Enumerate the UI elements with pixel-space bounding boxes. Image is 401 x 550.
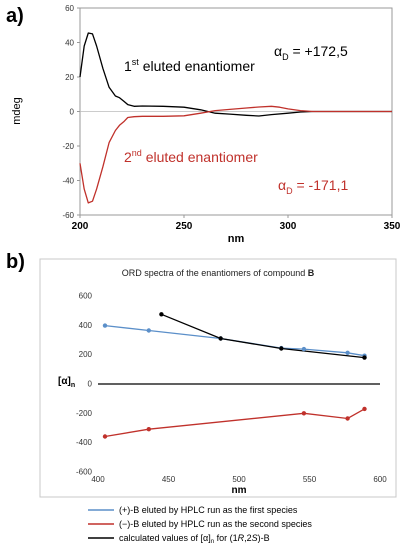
x-tick-label: 500 xyxy=(232,475,246,484)
x-tick-label: 300 xyxy=(280,221,297,232)
chart-b-x-ticks: 400 450 500 550 600 xyxy=(91,475,387,484)
series-calculated xyxy=(161,313,365,359)
annotation-first-sup: st xyxy=(132,57,140,67)
y-tick-label: 600 xyxy=(79,292,93,301)
x-tick-label: 200 xyxy=(72,221,89,232)
chart-a-y-ticks: 60 40 20 0 -20 -40 -60 xyxy=(62,4,80,220)
y-tick-label: -400 xyxy=(76,438,93,447)
legend-calculated-values: calculated values of [α]n for (1R,2S)-B xyxy=(119,533,270,545)
chart-b-y-ticks: 600 400 200 0 -200 -400 -600 xyxy=(76,292,93,477)
series-second-eluted xyxy=(79,105,392,204)
series-first-species-point xyxy=(146,328,151,333)
y-tick-label: -200 xyxy=(76,409,93,418)
series-calculated-point xyxy=(218,336,223,341)
legend-calc-suffix: )-B xyxy=(258,533,270,543)
alpha-first-value: = +172,5 xyxy=(289,43,348,59)
series-first-species-point xyxy=(345,350,350,355)
legend-calc-r: R xyxy=(238,533,245,543)
y-tick-label: -20 xyxy=(62,142,74,151)
chart-b-title-text: ORD spectra of the enantiomers of compou… xyxy=(122,268,308,278)
chart-b-title: ORD spectra of the enantiomers of compou… xyxy=(122,268,315,278)
y-tick-label: 20 xyxy=(65,73,74,82)
legend-calc-s: S xyxy=(252,533,258,543)
y-tick-label: -60 xyxy=(62,211,74,220)
legend-calc-prefix: calculated values of [α] xyxy=(119,533,211,543)
y-tick-label: 200 xyxy=(79,350,93,359)
annotation-alpha-second: αD = -171,1 xyxy=(278,177,348,196)
annotation-first-enantiomer: 1st eluted enantiomer xyxy=(124,57,255,74)
x-tick-label: 600 xyxy=(373,475,387,484)
series-first-species-point xyxy=(102,323,108,328)
annotation-second-num: 2 xyxy=(124,149,132,165)
panel-a-label: a) xyxy=(6,5,24,27)
chart-b-y-axis-sub: n xyxy=(71,382,75,389)
panel-b-label: b) xyxy=(6,251,25,273)
annotation-alpha-first: αD = +172,5 xyxy=(274,43,348,62)
legend-first-species: (+)-B eluted by HPLC run as the first sp… xyxy=(119,505,298,515)
x-tick-label: 400 xyxy=(91,475,105,484)
legend-calc-sub: n xyxy=(211,539,214,545)
y-tick-label: 60 xyxy=(65,4,74,13)
series-calculated-point xyxy=(279,346,284,351)
chart-b-x-axis-title: nm xyxy=(232,485,247,496)
alpha-second-symbol: α xyxy=(278,177,286,193)
x-tick-label: 550 xyxy=(303,475,317,484)
annotation-second-text: eluted enantiomer xyxy=(142,149,258,165)
chart-b-y-axis-symbol: [α] xyxy=(58,376,71,387)
series-calculated-point xyxy=(159,312,164,317)
x-tick-label: 350 xyxy=(384,221,401,232)
chart-b-y-axis-title: [α]n xyxy=(58,376,75,389)
alpha-first-sub: D xyxy=(282,52,289,62)
alpha-second-sub: D xyxy=(286,186,293,196)
chart-a-series xyxy=(79,32,392,204)
y-tick-label: -600 xyxy=(76,468,93,477)
chart-b-series xyxy=(102,312,367,439)
y-tick-label: -40 xyxy=(62,177,74,186)
series-second-species-point xyxy=(301,411,307,416)
chart-a-y-axis-title: mdeg xyxy=(11,97,23,125)
legend-second-species: (−)-B eluted by HPLC run as the second s… xyxy=(119,519,312,529)
series-calculated-point xyxy=(362,355,367,360)
alpha-second-value: = -171,1 xyxy=(293,177,349,193)
annotation-second-enantiomer: 2nd eluted enantiomer xyxy=(124,148,258,165)
chart-b-title-compound: B xyxy=(308,268,315,278)
annotation-second-sup: nd xyxy=(132,148,142,158)
annotation-first-num: 1 xyxy=(124,58,132,74)
chart-a-x-ticks: 200 250 300 350 xyxy=(72,215,401,232)
alpha-first-symbol: α xyxy=(274,43,282,59)
chart-a-x-axis-title: nm xyxy=(228,233,245,245)
y-tick-label: 0 xyxy=(70,108,75,117)
legend-calc-mid: for (1 xyxy=(214,533,238,543)
series-second-species-point xyxy=(102,434,108,439)
series-first-eluted xyxy=(79,32,392,117)
chart-b: ORD spectra of the enantiomers of compou… xyxy=(39,258,397,498)
x-tick-label: 450 xyxy=(162,475,176,484)
y-tick-label: 400 xyxy=(79,321,93,330)
legend-calc-comma: ,2 xyxy=(244,533,252,543)
series-second-species-point xyxy=(345,416,350,421)
series-second-species-point xyxy=(146,427,151,432)
chart-b-frame xyxy=(39,258,397,498)
series-first-species-point xyxy=(301,346,307,352)
x-tick-label: 250 xyxy=(176,221,193,232)
series-second-species-point xyxy=(362,406,367,412)
y-tick-label: 40 xyxy=(65,39,74,48)
y-tick-label: 0 xyxy=(88,380,93,389)
chart-b-legend: (+)-B eluted by HPLC run as the first sp… xyxy=(88,505,312,545)
annotation-first-text: eluted enantiomer xyxy=(139,58,255,74)
